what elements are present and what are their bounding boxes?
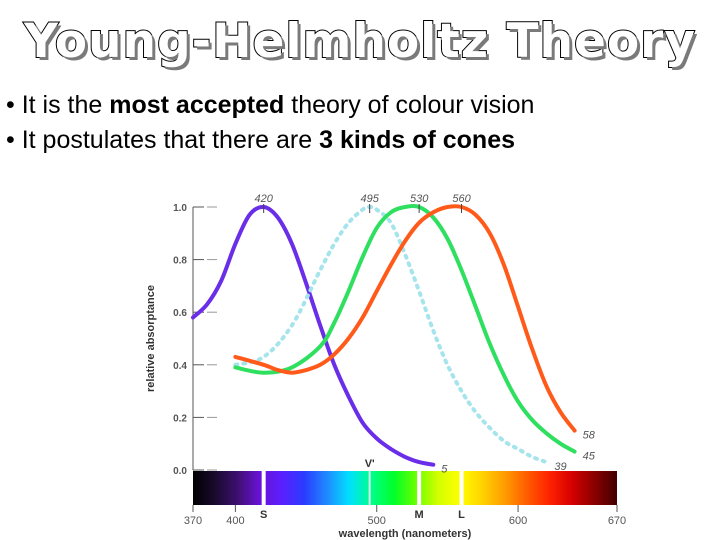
end-label: 45 (583, 451, 596, 463)
end-label: 58 (583, 430, 596, 442)
bullet-item-accepted: • It is the most accepted theory of colo… (6, 88, 534, 123)
end-label: 39 (554, 461, 566, 473)
cone-marker-label: M (415, 509, 424, 521)
bullet-item-cones: • It postulates that there are 3 kinds o… (6, 123, 534, 158)
cone-marker-bar (459, 471, 464, 505)
series-line-L (233, 204, 577, 433)
y-tick-label: 0.0 (173, 466, 187, 477)
y-tick-label: 0.6 (173, 308, 187, 319)
cone-marker-bar (261, 471, 266, 505)
peak-label: 495 (360, 193, 379, 205)
peak-label: 530 (410, 193, 429, 205)
cone-marker-label: S (260, 509, 267, 521)
x-tick-label: 370 (184, 515, 202, 527)
rod-marker-bar (368, 471, 371, 505)
series-line-M (233, 203, 577, 454)
peak-label: 420 (254, 193, 273, 205)
y-tick-label: 1.0 (173, 203, 187, 214)
slide-title: Young-Helmholtz Theory (23, 13, 696, 70)
series-line-S (191, 204, 436, 467)
x-tick-label: 600 (509, 515, 527, 527)
y-tick-label: 0.4 (173, 361, 187, 372)
series-line-rod (233, 205, 549, 465)
bullet-list: • It is the most accepted theory of colo… (6, 88, 534, 158)
bullet-2-prefix: • It postulates that there are (6, 126, 320, 154)
bullet-1-prefix: • It is the (6, 91, 110, 119)
y-axis-label: relative absorptance (145, 285, 157, 392)
bullet-2-bold: 3 kinds of cones (319, 126, 515, 154)
peak-label: 560 (452, 193, 471, 205)
spectrum-bar (193, 471, 617, 505)
cone-marker-label: L (458, 509, 465, 521)
y-tick-label: 0.8 (173, 256, 187, 267)
end-label: 5 (441, 464, 448, 476)
x-axis-label: wavelength (nanometers) (338, 528, 472, 540)
y-tick-label: 0.2 (173, 413, 187, 424)
bullet-1-suffix: theory of colour vision (284, 91, 535, 119)
bullet-1-bold: most accepted (109, 91, 285, 119)
x-tick-label: 670 (608, 515, 626, 527)
rod-marker-label: V' (365, 458, 375, 470)
x-tick-label: 400 (226, 515, 244, 527)
x-tick-label: 500 (368, 515, 386, 527)
cone-marker-bar (417, 471, 422, 505)
